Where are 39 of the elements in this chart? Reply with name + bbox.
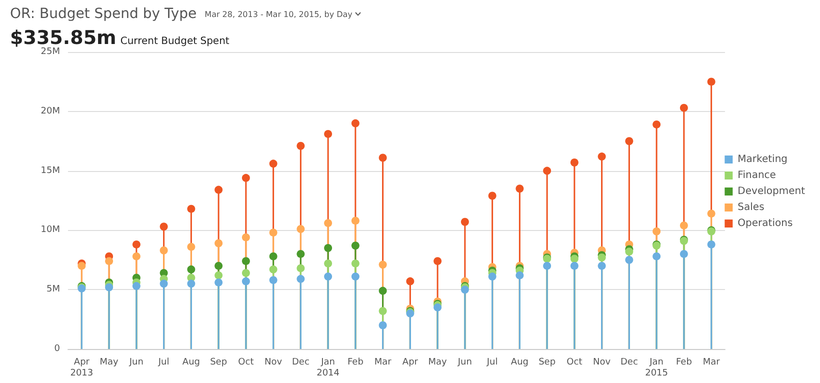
x-tick-label: Nov [593, 358, 612, 368]
x-tick-label: Dec [620, 358, 638, 368]
legend-label: Sales [738, 202, 764, 213]
x-tick-label: Jul [486, 358, 498, 368]
x-tick-label: Sep [538, 358, 556, 368]
x-tick-label: Apr 2013 [70, 358, 94, 378]
x-tick-label: Jan 2015 [645, 358, 668, 378]
chart-title: OR: Budget Spend by Type [10, 6, 197, 22]
x-tick-label: Oct [238, 358, 254, 368]
x-tick-label: Apr [402, 358, 418, 368]
x-tick-label: Nov [264, 358, 283, 368]
legend-label: Marketing [738, 154, 788, 165]
x-tick-label: Oct [566, 358, 583, 368]
x-tick-label: Jul [157, 358, 170, 368]
y-tick-label: 10M [40, 225, 60, 236]
y-tick-label: 0 [54, 344, 60, 354]
x-tick-label: May [428, 358, 448, 368]
legend-label: Development [738, 186, 806, 197]
x-tick-label: Aug [182, 358, 200, 368]
y-tick-label: 25M [40, 47, 60, 57]
text: Current Budget Spent [120, 36, 230, 47]
x-tick-label: Dec [292, 358, 310, 368]
x-tick-label: May [100, 358, 120, 368]
y-tick-label: 20M [40, 106, 60, 116]
x-tick-label: Jun [456, 358, 472, 368]
x-tick-label: Feb [347, 358, 364, 368]
x-tick-label: Mar [374, 358, 392, 368]
x-tick-label: Jan 2014 [316, 358, 340, 378]
text: $335.85m [10, 27, 116, 49]
y-tick-label: 15M [40, 166, 60, 176]
x-tick-label: Jun [128, 358, 144, 368]
x-tick-label: Feb [676, 358, 692, 368]
legend-label: Finance [738, 170, 776, 181]
x-tick-label: Sep [210, 358, 228, 368]
y-tick-label: 5M [46, 284, 60, 295]
legend-label: Operations [738, 218, 793, 229]
x-tick-label: Mar [702, 358, 720, 368]
chart-subtitle: Mar 28, 2013 - Mar 10, 2015, by Day [204, 10, 352, 19]
x-tick-label: Aug [510, 358, 528, 368]
